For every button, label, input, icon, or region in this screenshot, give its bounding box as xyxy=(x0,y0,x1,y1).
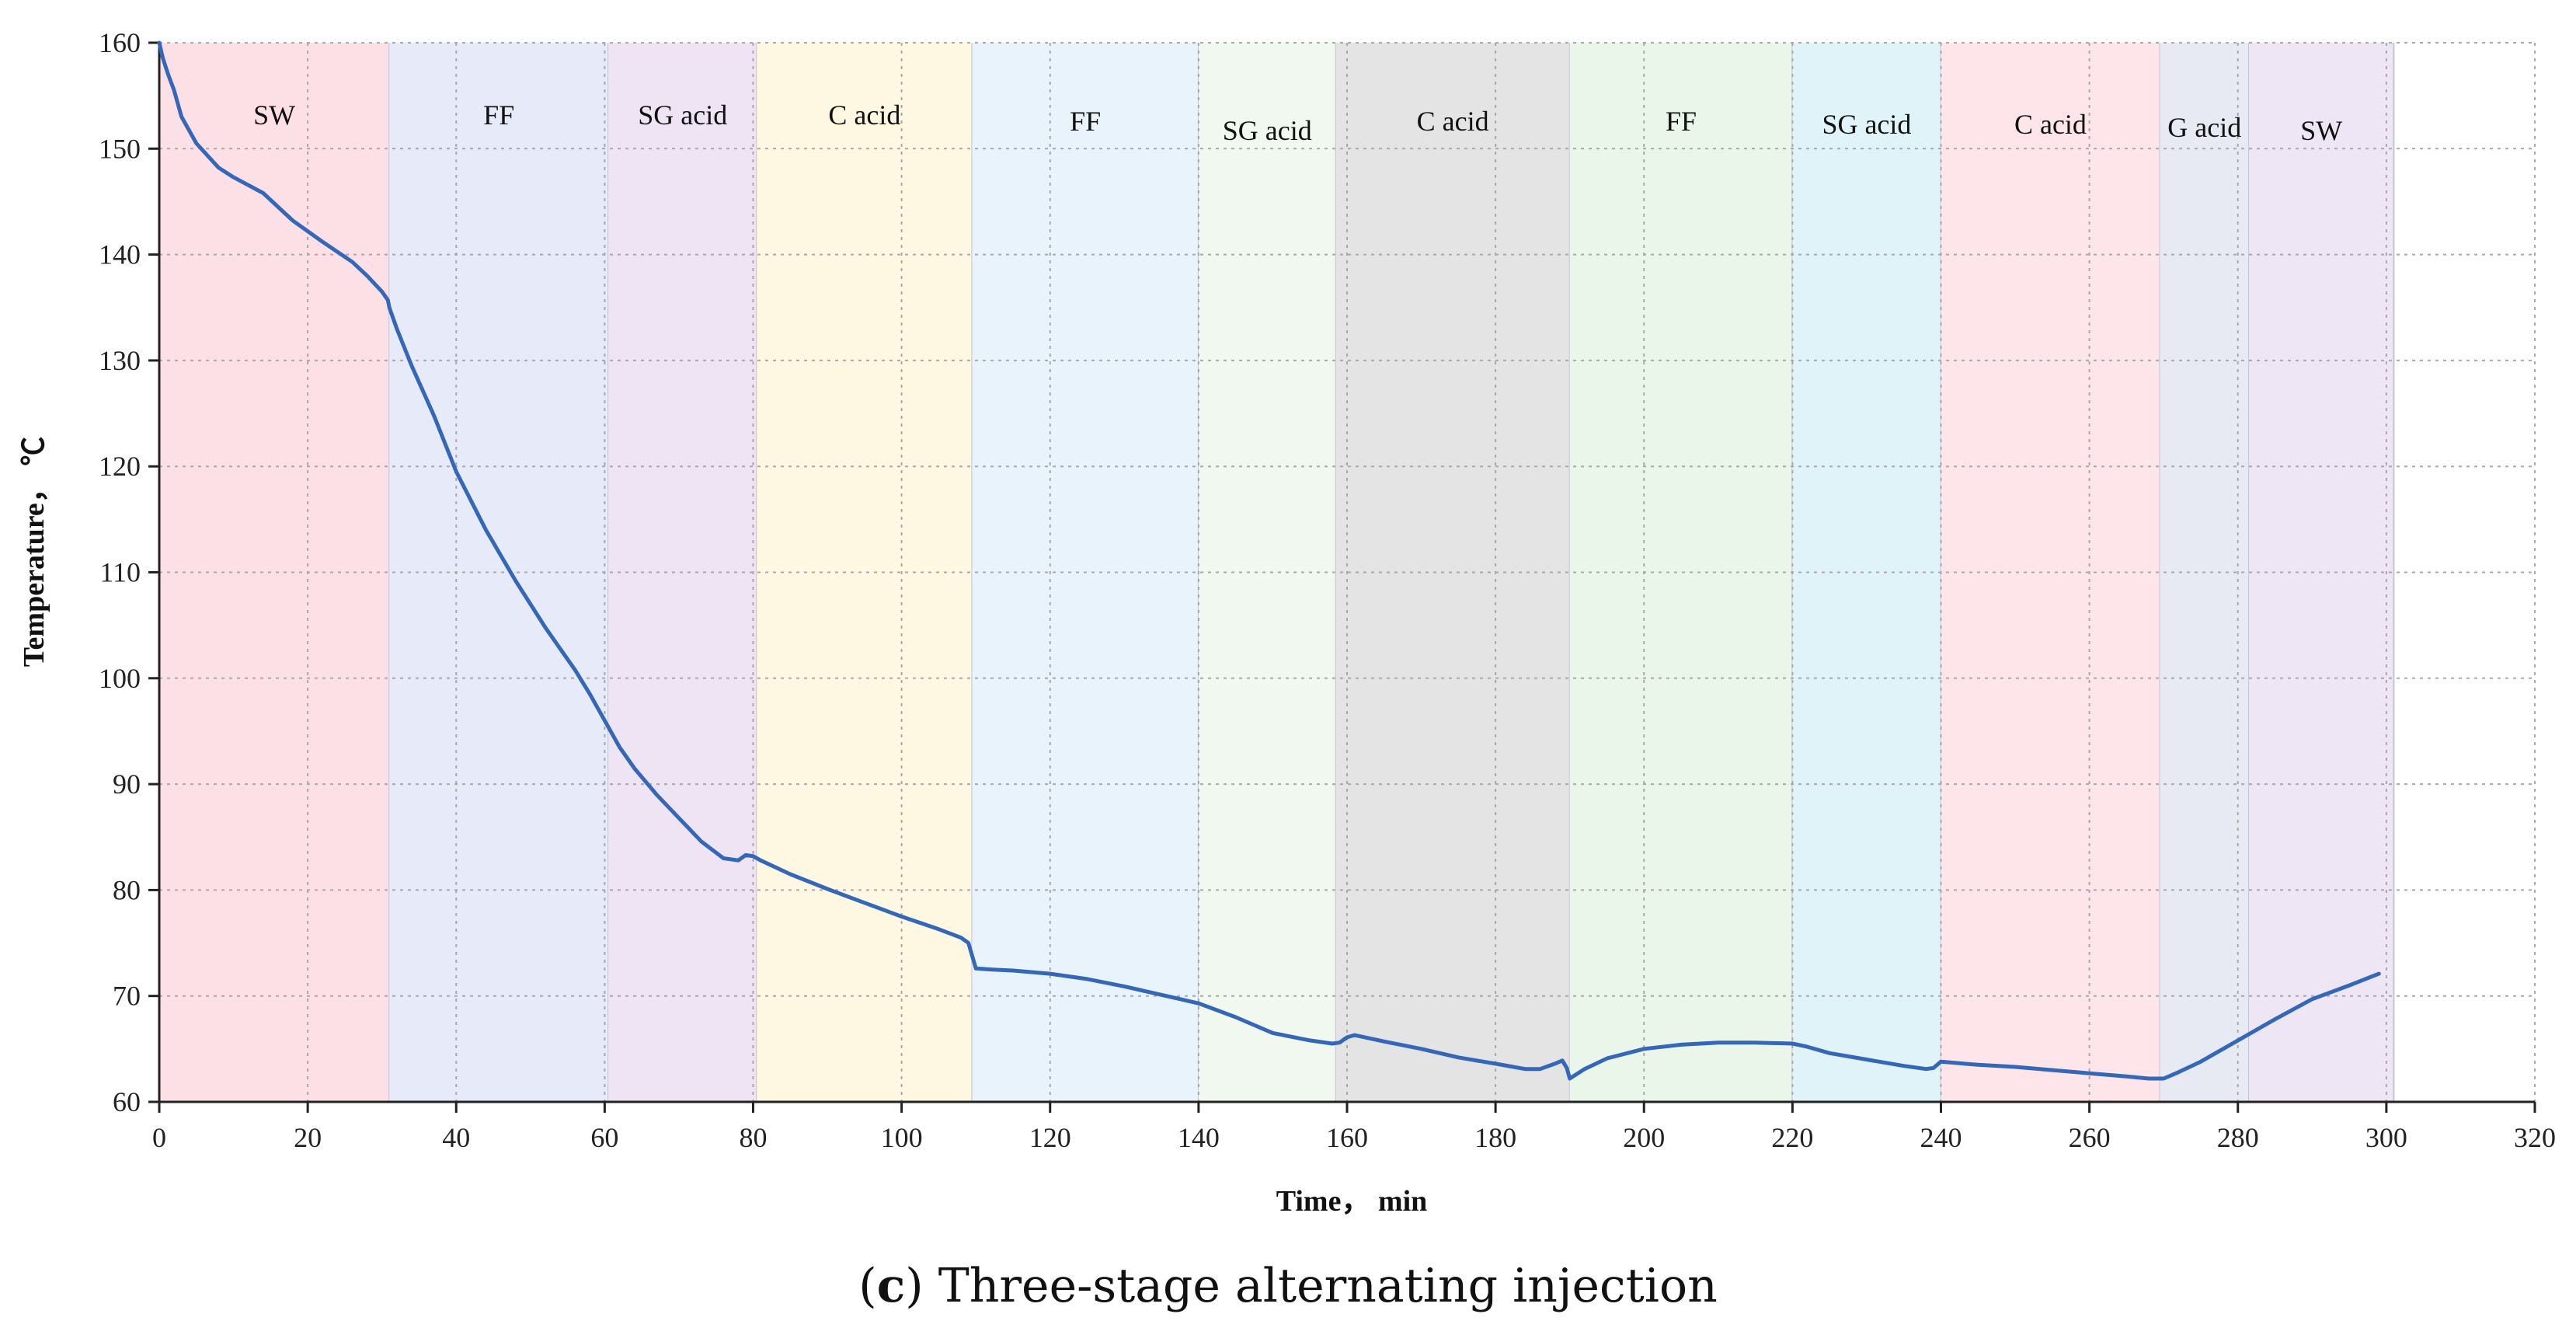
x-tick-label: 280 xyxy=(2217,1122,2259,1153)
y-tick-label: 70 xyxy=(113,981,141,1012)
x-tick-labels: 0 20 40 60 80 100 120 140 160 180 200 220 240 260 280 3… xyxy=(152,1122,2556,1153)
temperature-line xyxy=(157,40,2381,1081)
data-series xyxy=(157,40,2381,1081)
stage-label: SG acid xyxy=(1822,109,1911,140)
y-tick-label: 90 xyxy=(113,769,141,800)
x-tick-label: 40 xyxy=(442,1122,470,1153)
x-tick-label: 160 xyxy=(1326,1122,1368,1153)
y-tick-label: 110 xyxy=(99,557,141,588)
x-tick-label: 120 xyxy=(1029,1122,1071,1153)
stage-label: FF xyxy=(1666,106,1697,137)
stage-label: C acid xyxy=(2014,109,2087,140)
stage-band xyxy=(389,43,609,1102)
stage-label: G acid xyxy=(2167,112,2241,143)
caption-text: ) Three-stage alternating injection xyxy=(905,1259,1718,1313)
stage-band xyxy=(159,43,390,1102)
caption-letter: c xyxy=(877,1259,906,1313)
x-tick-label: 20 xyxy=(294,1122,322,1153)
x-tick-label: 240 xyxy=(1920,1122,1962,1153)
y-tick-label: 140 xyxy=(99,239,141,270)
stage-label: C acid xyxy=(1417,106,1489,137)
x-tick-label: 100 xyxy=(881,1122,923,1153)
x-tick-label: 0 xyxy=(152,1122,166,1153)
x-tick-label: 220 xyxy=(1771,1122,1813,1153)
stage-label: SG acid xyxy=(1223,115,1312,146)
stage-label: C acid xyxy=(828,99,900,131)
y-tick-label: 160 xyxy=(99,27,141,58)
x-tick-label: 180 xyxy=(1474,1122,1516,1153)
stage-band xyxy=(1335,43,1570,1102)
x-tick-label: 60 xyxy=(590,1122,618,1153)
x-tick-label: 320 xyxy=(2514,1122,2556,1153)
stage-label: FF xyxy=(483,99,514,131)
stage-labels: SW FF SG acid C acid FF SG acid C acid FF SG aci… xyxy=(253,99,2342,146)
axes xyxy=(148,41,2536,1113)
gridlines xyxy=(159,42,2536,1102)
y-tick-label: 130 xyxy=(99,345,141,376)
stage-label: SW xyxy=(253,99,295,131)
figure-caption: (c) Three-stage alternating injection xyxy=(858,1259,1717,1313)
y-tick-label: 60 xyxy=(113,1086,141,1117)
x-axis-title: Time， min xyxy=(1276,1185,1428,1218)
x-tick-label: 260 xyxy=(2069,1122,2111,1153)
y-tick-label: 100 xyxy=(99,663,141,694)
x-tick-label: 200 xyxy=(1623,1122,1665,1153)
stage-band xyxy=(1198,43,1336,1102)
x-tick-label: 140 xyxy=(1178,1122,1220,1153)
stage-label: SW xyxy=(2300,115,2342,146)
y-axis-title: Temperature， ℃ xyxy=(18,437,50,667)
stage-label: FF xyxy=(1070,106,1101,137)
stage-label: SG acid xyxy=(638,99,727,131)
stage-band xyxy=(1569,43,1793,1102)
x-tick-label: 300 xyxy=(2365,1122,2407,1153)
y-tick-labels: 60 70 80 90 100 110 120 130 140 150 160 xyxy=(99,27,141,1117)
caption-open: ( xyxy=(858,1259,876,1313)
y-tick-label: 150 xyxy=(99,133,141,164)
x-tick-label: 80 xyxy=(740,1122,768,1153)
y-tick-label: 80 xyxy=(113,874,141,905)
y-tick-label: 120 xyxy=(99,451,141,482)
